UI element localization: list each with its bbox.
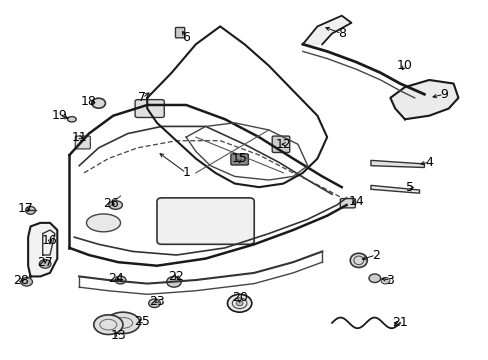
Text: 3: 3 [386, 274, 393, 287]
Circle shape [21, 278, 32, 286]
Text: 16: 16 [42, 234, 58, 247]
Text: 17: 17 [18, 202, 34, 215]
FancyBboxPatch shape [175, 27, 184, 38]
Text: 1: 1 [182, 166, 190, 179]
Text: 20: 20 [231, 291, 247, 305]
Ellipse shape [86, 214, 120, 232]
FancyBboxPatch shape [75, 136, 90, 149]
Text: 2: 2 [371, 248, 379, 261]
FancyBboxPatch shape [340, 199, 355, 208]
Circle shape [368, 274, 380, 283]
Ellipse shape [94, 315, 122, 334]
FancyBboxPatch shape [272, 136, 289, 153]
FancyBboxPatch shape [157, 198, 254, 244]
Circle shape [380, 278, 389, 284]
Polygon shape [370, 185, 419, 193]
Text: 6: 6 [182, 31, 190, 44]
Text: 15: 15 [231, 152, 247, 165]
Text: 10: 10 [396, 59, 412, 72]
Text: 19: 19 [52, 109, 67, 122]
FancyBboxPatch shape [135, 100, 164, 117]
Text: 27: 27 [37, 256, 53, 269]
Ellipse shape [115, 276, 125, 284]
Ellipse shape [349, 253, 366, 267]
Text: 4: 4 [425, 156, 432, 168]
Text: 13: 13 [110, 329, 126, 342]
Text: 23: 23 [149, 295, 164, 308]
Ellipse shape [109, 201, 122, 209]
Text: 12: 12 [275, 138, 291, 151]
Circle shape [236, 301, 243, 306]
Text: 21: 21 [391, 316, 407, 329]
Text: 14: 14 [348, 195, 364, 208]
Circle shape [148, 299, 160, 307]
Text: 8: 8 [337, 27, 345, 40]
Circle shape [166, 276, 181, 287]
Circle shape [39, 260, 51, 268]
Text: 25: 25 [134, 315, 150, 328]
Text: 5: 5 [405, 181, 413, 194]
Ellipse shape [67, 117, 76, 122]
Text: 9: 9 [439, 88, 447, 101]
Text: 7: 7 [138, 91, 146, 104]
Polygon shape [370, 160, 424, 167]
Text: 11: 11 [71, 131, 87, 144]
Circle shape [227, 294, 251, 312]
Polygon shape [389, 80, 458, 119]
Text: 28: 28 [13, 274, 29, 287]
Ellipse shape [92, 98, 105, 108]
Text: 26: 26 [102, 197, 119, 210]
Ellipse shape [26, 206, 35, 214]
Polygon shape [302, 16, 351, 44]
Text: 18: 18 [81, 95, 97, 108]
Text: 22: 22 [168, 270, 184, 283]
FancyBboxPatch shape [230, 154, 248, 165]
Polygon shape [28, 223, 57, 276]
Text: 24: 24 [107, 272, 123, 285]
Ellipse shape [106, 312, 140, 334]
